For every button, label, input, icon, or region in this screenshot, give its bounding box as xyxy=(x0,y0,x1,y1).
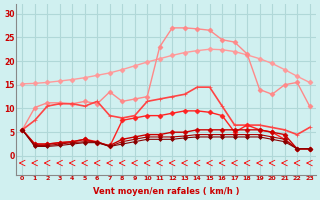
X-axis label: Vent moyen/en rafales ( km/h ): Vent moyen/en rafales ( km/h ) xyxy=(93,187,239,196)
